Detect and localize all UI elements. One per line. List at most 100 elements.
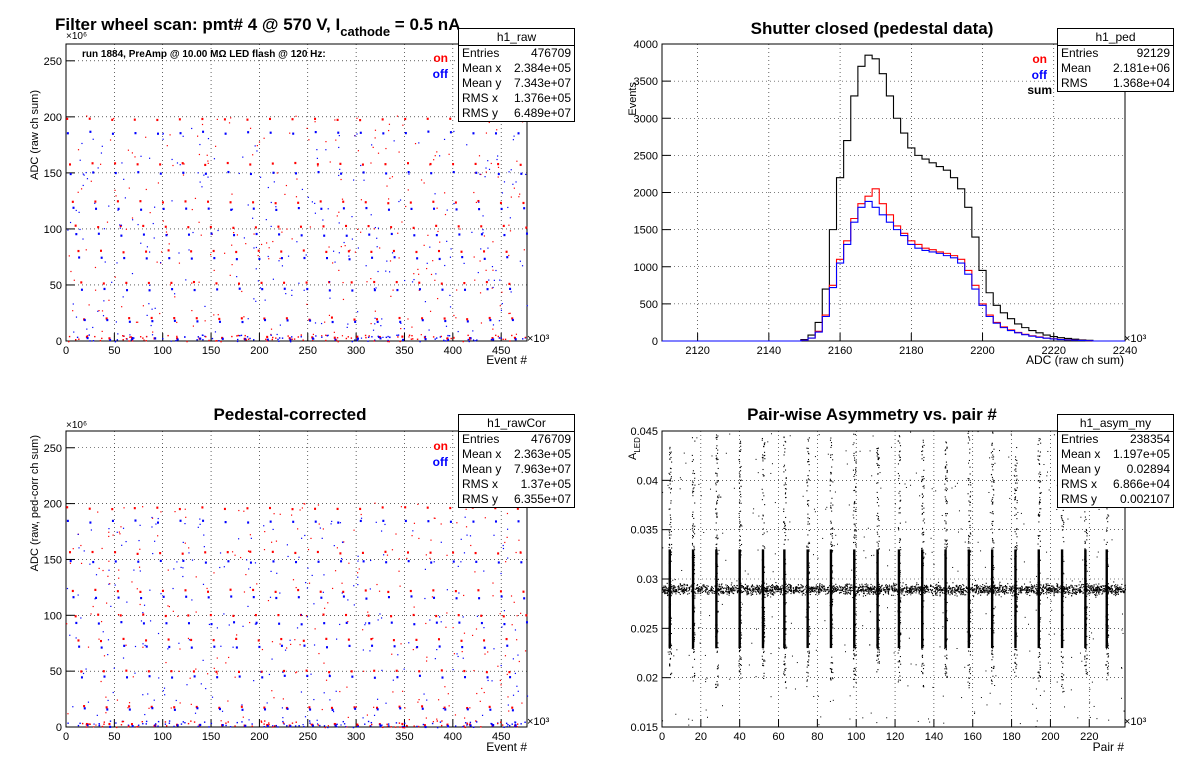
asym-point xyxy=(711,589,713,591)
asym-point xyxy=(990,587,992,589)
asym-point xyxy=(837,587,839,589)
scan-dash-off xyxy=(69,559,72,563)
scan-dash-off xyxy=(311,337,314,340)
scan-dot-on xyxy=(453,653,456,655)
asym-point xyxy=(973,589,975,591)
asym-point xyxy=(895,588,897,590)
asym-point xyxy=(718,586,720,588)
asym-point xyxy=(732,588,734,590)
asym-point xyxy=(828,589,830,591)
scan-dash-off xyxy=(300,234,303,237)
asym-point xyxy=(767,586,769,588)
scan-dot-off xyxy=(103,228,106,230)
scan-dot-off xyxy=(340,724,342,726)
scan-dot-on xyxy=(407,318,409,320)
asym-point xyxy=(956,589,958,591)
scan-dot-baseline xyxy=(324,726,327,729)
asym-point xyxy=(961,593,963,595)
scan-dot-on xyxy=(370,322,372,325)
scan-dot-off xyxy=(526,305,528,307)
asym-point xyxy=(1083,585,1085,587)
asym-point xyxy=(910,587,912,589)
asym-point xyxy=(751,586,753,588)
asym-point xyxy=(917,586,919,588)
asym-point xyxy=(1115,587,1117,589)
y-tick-label: 500 xyxy=(640,299,658,311)
asym-point xyxy=(1079,587,1081,589)
y-tick-label: 0.015 xyxy=(630,722,658,734)
asym-point xyxy=(727,591,729,593)
asym-point xyxy=(832,586,834,588)
asym-spike-point xyxy=(670,521,672,524)
asym-spike-point xyxy=(694,597,696,599)
scan-dot-off xyxy=(162,133,164,135)
asym-point xyxy=(790,588,792,590)
scan-dot-on xyxy=(456,522,458,524)
asym-point xyxy=(1065,591,1067,593)
asym-point xyxy=(773,588,775,590)
scan-dot-off xyxy=(480,248,482,250)
asym-point xyxy=(728,590,730,592)
scan-dot-off xyxy=(372,329,375,331)
asym-spike-point xyxy=(694,533,696,535)
asym-spike-point xyxy=(669,651,671,653)
asym-point xyxy=(787,586,789,588)
scan-dot-on xyxy=(453,336,455,339)
scan-dot-baseline xyxy=(208,726,210,728)
scan-dot-off xyxy=(500,309,503,311)
scan-dot-baseline xyxy=(447,334,449,337)
asym-point xyxy=(756,586,758,588)
scan-dash-on xyxy=(207,590,210,593)
hist-series-off xyxy=(662,200,1125,342)
asym-point xyxy=(836,586,838,588)
asym-point xyxy=(842,588,844,590)
scan-dot-baseline xyxy=(236,340,239,343)
asym-point xyxy=(885,592,887,594)
asym-point xyxy=(1022,589,1024,591)
y-tick-label: 1000 xyxy=(634,262,658,274)
asym-point xyxy=(939,588,941,591)
asym-point xyxy=(869,587,871,589)
asym-point xyxy=(753,590,755,592)
asym-point xyxy=(1097,586,1099,588)
asym-point xyxy=(1112,591,1114,593)
asym-point xyxy=(1090,587,1092,590)
asym-point xyxy=(803,589,805,591)
asym-point xyxy=(955,589,957,591)
asym-point xyxy=(861,583,863,585)
scan-dot-off xyxy=(364,622,367,624)
asym-point xyxy=(822,586,824,588)
scan-dash-off xyxy=(280,644,283,647)
scan-dash-off xyxy=(255,621,258,624)
asym-point xyxy=(712,592,714,594)
asym-point xyxy=(1002,586,1004,588)
x-tick-label: 2180 xyxy=(899,345,923,357)
asym-point xyxy=(758,587,761,589)
asym-spike-point xyxy=(670,500,672,502)
asym-point xyxy=(752,588,754,590)
scan-dot-baseline xyxy=(293,338,296,340)
scan-dot-baseline xyxy=(466,722,468,724)
scan-dash-on xyxy=(161,201,164,204)
scan-dot-baseline xyxy=(85,726,88,728)
x-tick-label: 180 xyxy=(1002,731,1020,743)
asym-point xyxy=(938,584,940,587)
scan-dot-on xyxy=(444,213,447,216)
scan-dot-off xyxy=(445,325,448,327)
asym-point xyxy=(1028,586,1030,588)
scan-dot-off xyxy=(140,620,143,622)
scan-dot-off xyxy=(89,563,91,565)
asym-point xyxy=(1050,592,1052,594)
asym-point xyxy=(957,589,959,591)
asym-point xyxy=(1053,587,1055,589)
scan-dot-baseline xyxy=(137,725,139,728)
scan-dot-baseline xyxy=(182,721,184,723)
scan-dash-on xyxy=(184,589,187,592)
asym-point xyxy=(856,590,858,592)
asym-point xyxy=(867,587,869,589)
scan-dash-on xyxy=(395,669,398,672)
asym-point xyxy=(732,587,734,589)
asym-point xyxy=(726,593,728,595)
asym-point xyxy=(790,593,792,595)
scan-dot-baseline xyxy=(447,723,449,726)
